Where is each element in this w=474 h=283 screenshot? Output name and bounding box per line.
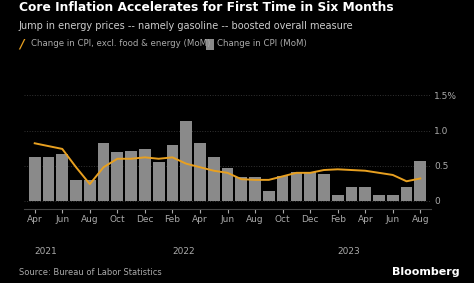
Bar [318,174,330,201]
Text: Change in CPI (MoM): Change in CPI (MoM) [217,39,307,48]
Bar [98,143,109,201]
Bar [401,187,412,201]
Bar [29,157,41,201]
Text: /: / [19,37,24,50]
Bar [414,161,426,201]
Text: Bloomberg: Bloomberg [392,267,460,277]
Bar [263,191,275,201]
Bar [359,187,371,201]
Text: Jump in energy prices -- namely gasoline -- boosted overall measure: Jump in energy prices -- namely gasoline… [19,21,354,31]
Bar [153,162,164,201]
Bar [139,149,151,201]
Bar [111,152,123,201]
Bar [208,157,219,201]
Bar [373,195,385,201]
Bar [166,145,178,201]
Bar [249,177,261,201]
Text: 2023: 2023 [337,247,360,256]
Bar [56,154,68,201]
Bar [180,121,192,201]
Text: 2021: 2021 [35,247,57,256]
Bar [222,168,233,201]
Text: Core Inflation Accelerates for First Time in Six Months: Core Inflation Accelerates for First Tim… [19,1,393,14]
Bar [304,172,316,201]
Text: Source: Bureau of Labor Statistics: Source: Bureau of Labor Statistics [19,268,162,277]
Bar [125,151,137,201]
Bar [277,176,289,201]
Bar [332,195,344,201]
Bar [346,187,357,201]
Bar [194,143,206,201]
Text: Change in CPI, excl. food & energy (MoM): Change in CPI, excl. food & energy (MoM) [31,39,210,48]
Bar [291,172,302,201]
Bar [84,180,96,201]
Bar [387,195,399,201]
Bar [236,177,247,201]
Bar [43,157,55,201]
Bar [70,180,82,201]
Text: 2022: 2022 [173,247,195,256]
